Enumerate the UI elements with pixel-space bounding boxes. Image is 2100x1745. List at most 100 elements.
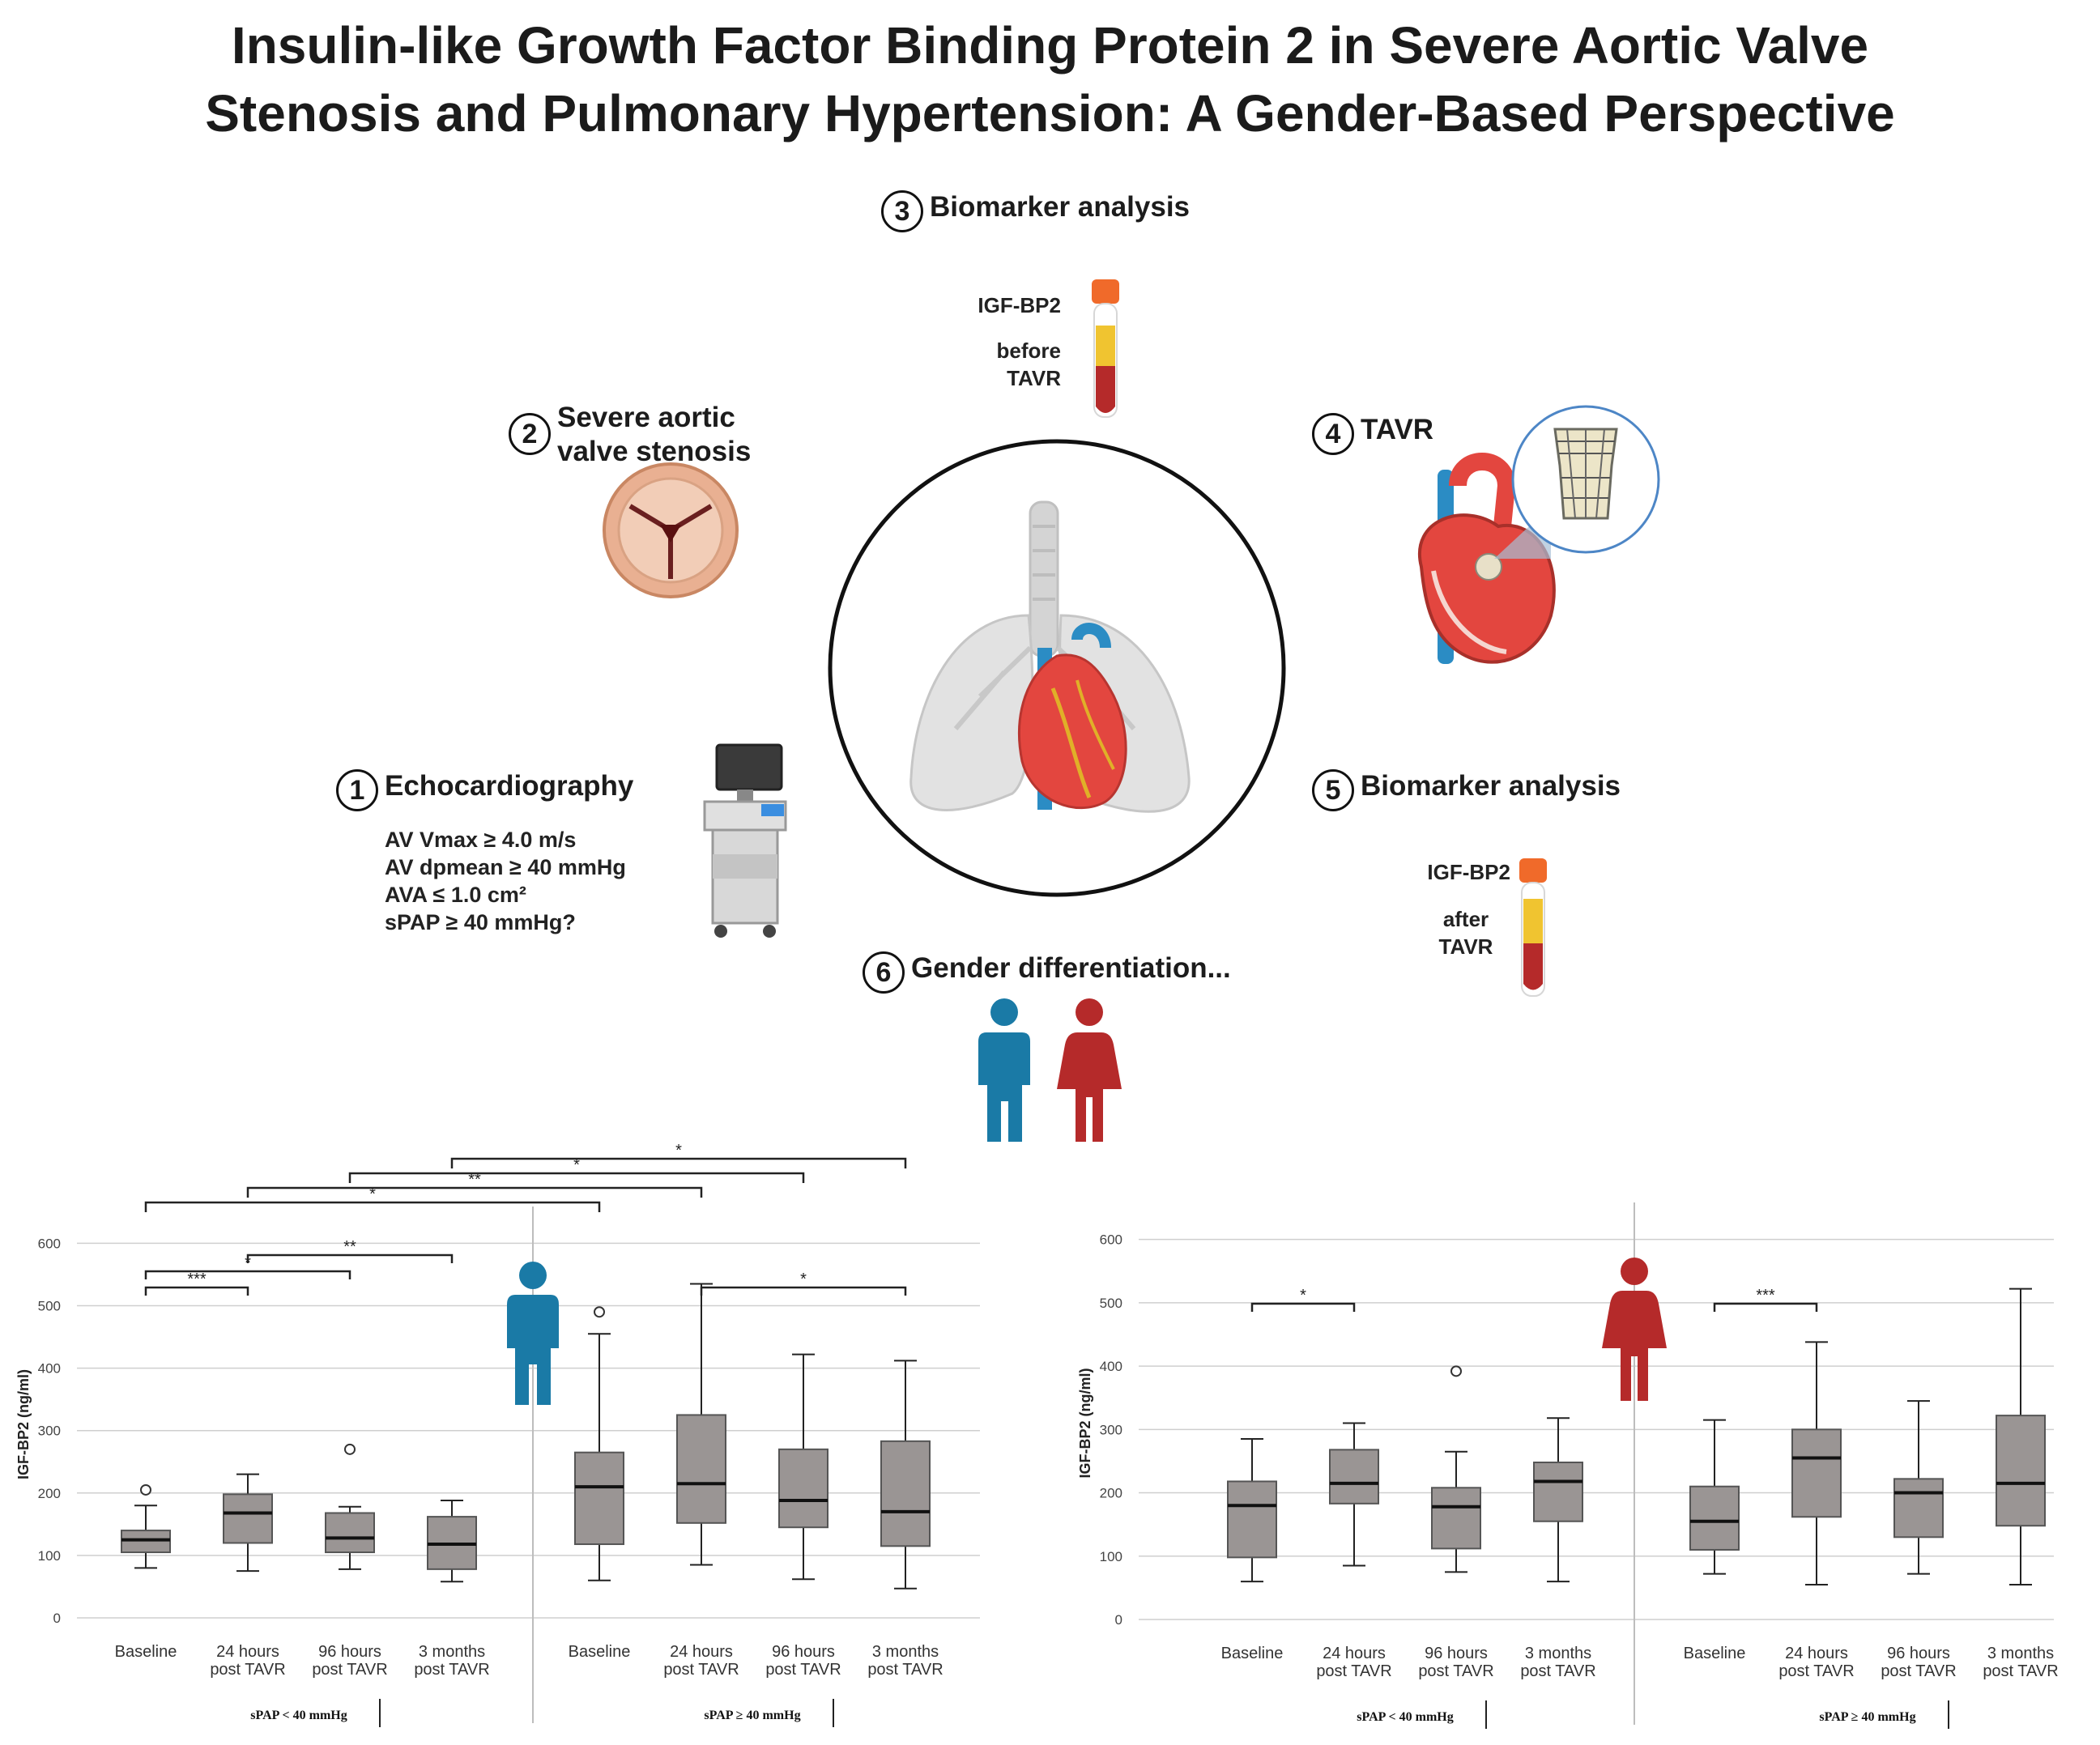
group-label: sPAP < 40 mmHg [250,1709,347,1722]
female-figure-icon [1057,998,1122,1142]
aortic-valve-icon [603,462,739,598]
significance-label-outer: ** [468,1171,481,1189]
box-iqr [1431,1487,1481,1550]
criterion-ava: AVA ≤ 1.0 cm² [385,883,526,907]
box-iqr [676,1414,726,1524]
step-number: 1 [336,769,378,811]
x-category-label-line2: post TAVR [1778,1662,1854,1680]
significance-bracket [700,1286,907,1296]
x-category-label: 3 months [1987,1645,2054,1662]
echocardiography-machine-icon [703,743,787,938]
step-label: Biomarker analysis [930,191,1191,223]
y-tick-label: 400 [38,1361,61,1377]
tube-after-line2: TAVR [1438,934,1493,959]
y-tick-label: 500 [1100,1296,1122,1311]
outlier-point [344,1443,356,1455]
tube-before-line2: TAVR [1007,366,1061,390]
outlier-point [1450,1365,1462,1377]
x-category-label: 3 months [872,1643,939,1661]
significance-bracket [1713,1302,1818,1312]
x-category-label-line2: post TAVR [414,1661,489,1679]
x-category-label: 96 hours [1887,1645,1950,1662]
box-iqr [1996,1415,2046,1527]
male-boxplot-chart: 0 100 200 300 400 500 600 IGF-BP2 (ng/ml) Baseli… [15,1142,980,1727]
y-tick-label: 600 [1100,1232,1122,1248]
step-1-echocardiography: 1 Echocardiography [336,769,633,811]
significance-bracket-outer [450,1157,907,1168]
x-category-label: 96 hours [772,1643,835,1661]
female-boxplot-chart: 0 100 200 300 400 500 600 IGF-BP2 (ng/ml) Baseli… [1077,1202,2059,1729]
step-label-line2: valve stenosis [557,436,752,467]
box-iqr [880,1440,931,1547]
group-label: sPAP < 40 mmHg [1357,1710,1453,1724]
tube-before-line1: before [996,338,1061,363]
x-category-label-line2: post TAVR [312,1661,387,1679]
significance-label: ** [343,1238,356,1256]
criterion-spap: sPAP ≥ 40 mmHg? [385,910,576,934]
outlier-point [594,1306,605,1318]
x-category-label: 96 hours [1425,1645,1488,1662]
tavr-valve-zoom-icon [1511,405,1660,554]
y-tick-label: 200 [1100,1486,1122,1501]
box-iqr [1533,1462,1583,1522]
outlier-point [140,1483,151,1496]
box-iqr [1329,1449,1379,1505]
x-category-label: 3 months [1525,1645,1591,1662]
y-tick-label: 0 [53,1611,61,1626]
y-tick-label: 100 [38,1548,61,1564]
significance-label: *** [187,1270,207,1288]
echo-criteria-list: AV Vmax ≥ 4.0 m/s AV dpmean ≥ 40 mmHg AV… [385,826,626,936]
y-tick-label: 400 [1100,1359,1122,1374]
x-category-label: Baseline [1684,1645,1746,1662]
x-category-label-line2: post TAVR [867,1661,943,1679]
step-number: 5 [1312,769,1354,811]
x-category-label: Baseline [1221,1645,1284,1662]
male-figure-icon [507,1262,559,1405]
blood-tube-before-icon [1092,279,1119,418]
significance-label: * [800,1270,807,1288]
x-category-label: 3 months [419,1643,485,1661]
y-tick-label: 500 [38,1299,61,1314]
step-label: Echocardiography [385,770,634,802]
y-axis-label: IGF-BP2 (ng/ml) [1077,1368,1093,1479]
step-number: 3 [881,190,923,232]
title-line-2: Stenosis and Pulmonary Hypertension: A G… [205,84,1895,143]
x-category-label: 96 hours [318,1643,381,1661]
tube-after-line1: after [1442,907,1489,931]
step-6-gender-differentiation: 6 Gender differentiation... [863,951,1231,994]
x-category-label: 24 hours [1323,1645,1386,1662]
blood-tube-after-icon [1519,858,1547,997]
tube-marker-label: IGF-BP2 [978,293,1061,317]
significance-label: * [1300,1287,1306,1304]
significance-bracket-outer [246,1186,703,1198]
significance-bracket [144,1286,249,1296]
x-category-label: 24 hours [216,1643,279,1661]
step-label: TAVR [1361,414,1434,445]
box-iqr [1689,1485,1740,1551]
x-category-label-line2: post TAVR [1418,1662,1493,1680]
x-category-label-line2: post TAVR [1983,1662,2058,1680]
step-number: 4 [1312,413,1354,455]
box-iqr [1227,1480,1277,1559]
significance-bracket [246,1253,454,1263]
step-3-biomarker-analysis: 3 Biomarker analysis [881,190,1190,232]
x-category-label-line2: post TAVR [1520,1662,1595,1680]
tube-before-labels: IGF-BP2 before TAVR [970,292,1061,392]
x-category-label-line2: post TAVR [1316,1662,1391,1680]
x-category-label-line2: post TAVR [765,1661,841,1679]
box-iqr [574,1451,624,1546]
x-category-label: 24 hours [670,1643,733,1661]
step-label: Biomarker analysis [1361,770,1621,802]
workflow-illustration [603,279,1660,1142]
y-tick-label: 300 [38,1424,61,1439]
x-category-label: 24 hours [1785,1645,1848,1662]
box-iqr [223,1493,273,1544]
y-tick-label: 200 [38,1486,61,1501]
significance-bracket [144,1270,351,1279]
significance-bracket [1250,1302,1356,1312]
box-iqr [1791,1428,1842,1518]
x-category-label-line2: post TAVR [663,1661,739,1679]
y-tick-label: 600 [38,1236,61,1251]
significance-label-outer: * [573,1156,580,1174]
significance-label: *** [1756,1287,1775,1304]
